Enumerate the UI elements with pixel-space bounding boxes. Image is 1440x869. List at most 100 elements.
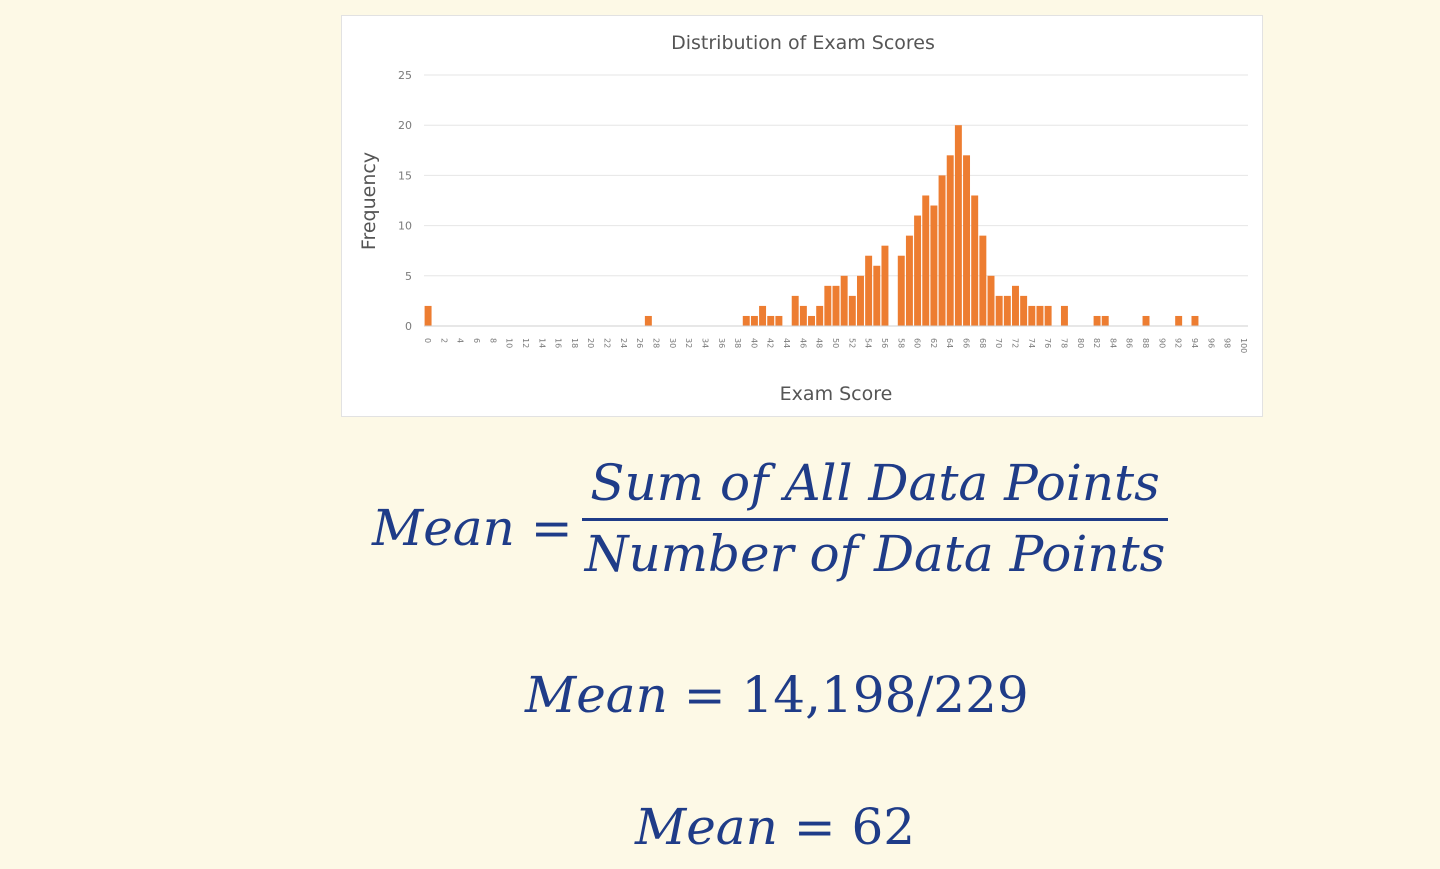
fraction-denominator: Number of Data Points [584,525,1166,583]
x-tick-labels: 0 2 4 6 8 10 12 14 16 18 20 22 24 26 28 30 32 34 36 38 40 42 4… [423,338,1248,353]
x-tick-label: 88 [1141,338,1150,348]
x-tick-label: 56 [880,338,889,348]
x-tick-label: 18 [570,338,579,348]
histogram-bar [1101,315,1109,326]
histogram-bar [1093,315,1101,326]
mean-calculation: Mean = 14,198/229 [525,670,1029,720]
x-tick-label: 12 [521,338,530,348]
x-tick-label: 82 [1092,338,1101,348]
histogram-bar [922,195,930,326]
mean-result-value: 62 [851,798,916,856]
histogram-bar [750,315,758,326]
x-tick-label: 78 [1059,338,1068,348]
histogram-bar [1028,305,1036,326]
x-tick-label: 14 [537,338,546,348]
x-tick-label: 52 [847,338,856,348]
x-tick-label: 46 [798,338,807,348]
x-tick-label: 72 [1010,338,1019,348]
histogram-bar [742,315,750,326]
x-tick-label: 36 [717,338,726,348]
histogram-bar [946,155,954,326]
y-tick-labels: 0 5 10 15 20 25 [398,69,412,333]
x-tick-label: 60 [913,338,922,348]
x-tick-label: 86 [1125,338,1134,348]
histogram-bar [930,205,938,326]
x-tick-label: 62 [929,338,938,348]
histogram-bar [775,315,783,326]
x-tick-label: 66 [962,338,971,348]
histogram-chart: Distribution of Exam Scores 0 5 10 15 20 25 0… [341,15,1263,417]
y-axis-title: Frequency [358,152,380,250]
x-tick-label: 8 [488,338,497,343]
mean-fraction: Sum of All Data Points Number of Data Po… [580,458,1170,579]
x-tick-label: 74 [1027,338,1036,348]
histogram-bar [873,265,881,326]
histogram-bar [848,295,856,326]
histogram-bar [987,275,995,326]
histogram-bar [856,275,864,326]
histogram-bar [644,315,652,326]
fraction-bar [582,518,1168,521]
histogram-bar [1142,315,1150,326]
x-tick-label: 32 [684,338,693,348]
gridlines [424,74,1248,277]
histogram-bar [1012,285,1019,326]
histogram-bar [840,275,848,326]
histogram-bar [759,305,767,326]
x-tick-label: 22 [603,338,612,348]
x-tick-label: 58 [896,338,905,348]
histogram-bar [832,285,840,326]
x-tick-label: 92 [1174,338,1183,348]
mean-result: Mean = 62 [635,802,915,852]
x-tick-label: 70 [994,338,1003,348]
chart-title: Distribution of Exam Scores [671,32,935,54]
x-tick-label: 6 [472,338,481,343]
x-tick-label: 54 [864,338,873,348]
histogram-bar [1044,305,1052,326]
histogram-bar [897,255,905,326]
x-tick-label: 4 [456,338,465,343]
mean-calculation-value: 14,198/229 [741,666,1029,724]
fraction-numerator: Sum of All Data Points [590,454,1160,512]
x-tick-label: 64 [945,338,954,348]
histogram-bar [1175,315,1183,326]
x-tick-label: 28 [652,338,661,348]
x-tick-label: 34 [700,338,709,348]
x-tick-label: 26 [635,338,644,348]
y-tick-label: 15 [398,169,412,182]
x-tick-label: 100 [1239,338,1248,353]
histogram-bar [905,235,913,326]
x-tick-label: 80 [1076,338,1085,348]
x-tick-label: 16 [554,338,563,348]
histogram-bar [824,285,832,326]
x-tick-label: 48 [815,338,824,348]
x-tick-label: 68 [978,338,987,348]
y-tick-label: 25 [398,69,412,82]
histogram-bar [799,305,807,326]
histogram-bar [865,255,873,326]
x-tick-label: 24 [619,338,628,348]
x-tick-label: 44 [782,338,791,348]
chart-svg: Distribution of Exam Scores 0 5 10 15 20 25 0… [358,32,1248,405]
histogram-bar [1036,305,1044,326]
histogram-bar [881,245,889,326]
x-tick-label: 2 [439,338,448,343]
histogram-bar [971,195,979,326]
y-tick-label: 10 [398,220,412,233]
x-tick-label: 30 [668,338,677,348]
x-tick-label: 10 [505,338,514,348]
x-tick-label: 84 [1108,338,1117,348]
histogram-bar [1003,295,1011,326]
y-tick-label: 0 [405,320,412,333]
histogram-bar [424,305,432,326]
histogram-bar [791,295,799,326]
histogram-bar [938,175,946,326]
x-tick-label: 0 [423,338,432,343]
histogram-bar [808,315,816,326]
y-tick-label: 5 [405,270,412,283]
x-tick-label: 96 [1206,338,1215,348]
histogram-bar [816,305,824,326]
histogram-bar [914,215,922,326]
x-tick-label: 20 [586,338,595,348]
